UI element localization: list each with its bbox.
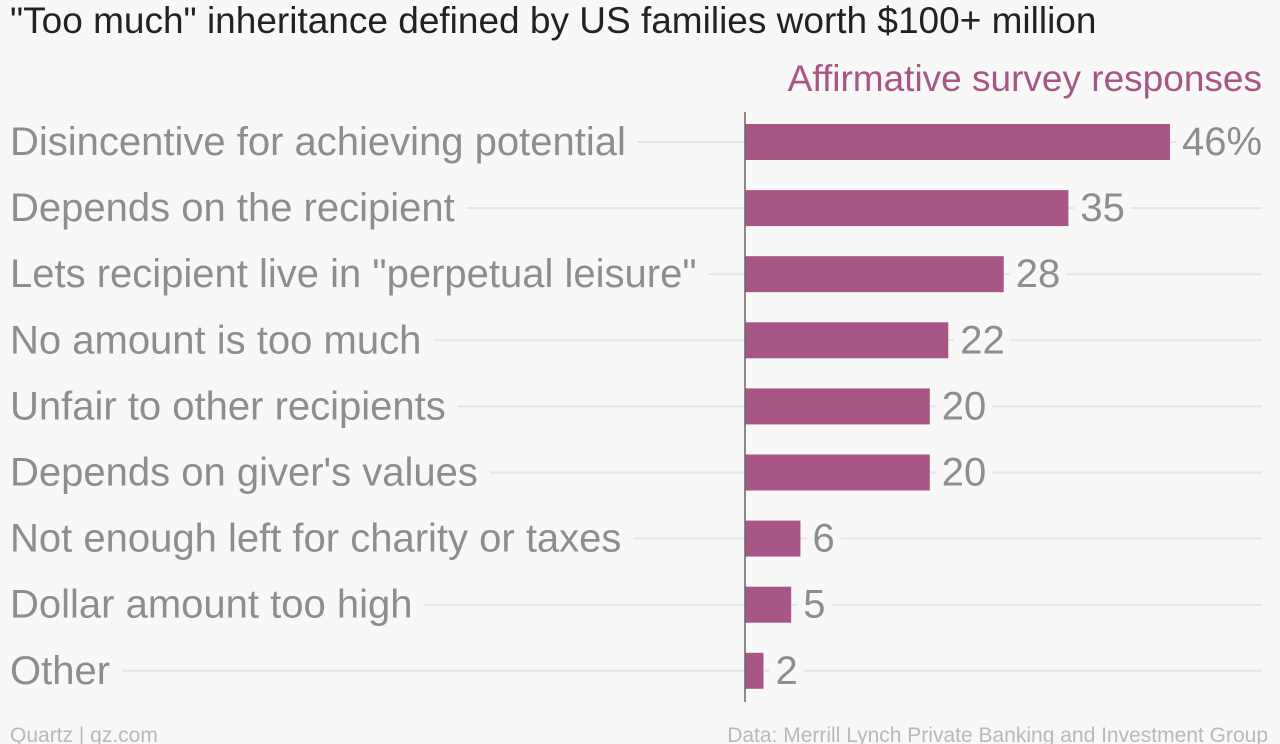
category-labels: Disincentive for achieving potential Depe… — [10, 120, 697, 693]
bar — [745, 124, 1171, 160]
value-label-background — [806, 518, 841, 559]
category-label: Depends on giver's values — [10, 451, 478, 495]
bar — [745, 520, 801, 557]
bar — [745, 586, 792, 623]
bar — [745, 454, 930, 491]
series-label: Affirmative survey responses — [788, 58, 1262, 99]
value-label-background — [769, 650, 804, 691]
category-label: Dollar amount too high — [10, 583, 412, 627]
bar — [745, 388, 930, 425]
value-label-background — [1074, 188, 1131, 229]
value-label: 22 — [960, 318, 1005, 362]
value-label-background — [797, 584, 832, 625]
value-label-background — [954, 320, 1011, 361]
category-label: Lets recipient live in "perpetual leisur… — [10, 252, 697, 296]
value-label-background — [1009, 254, 1067, 295]
value-label: 20 — [942, 384, 987, 428]
value-label-background — [935, 386, 993, 427]
bar — [745, 652, 764, 689]
bars — [745, 124, 1171, 689]
value-label: 2 — [775, 649, 797, 693]
value-label: 6 — [812, 517, 834, 561]
value-label: 5 — [803, 583, 825, 627]
value-label: 35 — [1080, 186, 1125, 230]
category-label: No amount is too much — [10, 318, 421, 362]
category-label: Unfair to other recipients — [10, 384, 446, 428]
footer-source-right: Data: Merrill Lynch Private Banking and … — [727, 724, 1268, 744]
value-label: 20 — [942, 451, 987, 495]
bar — [745, 322, 949, 359]
value-label-background — [1176, 122, 1269, 162]
category-label: Other — [10, 649, 110, 693]
plot-area: Disincentive for achieving potential Depe… — [10, 112, 1269, 702]
value-label-background — [935, 452, 993, 493]
value-label: 28 — [1016, 252, 1061, 296]
category-label: Depends on the recipient — [10, 186, 455, 230]
category-label: Disincentive for achieving potential — [10, 120, 626, 164]
chart-title: "Too much" inheritance defined by US fam… — [10, 0, 1096, 41]
footer-source-left: Quartz | qz.com — [10, 724, 158, 744]
value-label: 46% — [1182, 120, 1262, 164]
category-label: Not enough left for charity or taxes — [10, 517, 621, 561]
bar — [745, 190, 1069, 227]
bar — [745, 256, 1004, 293]
